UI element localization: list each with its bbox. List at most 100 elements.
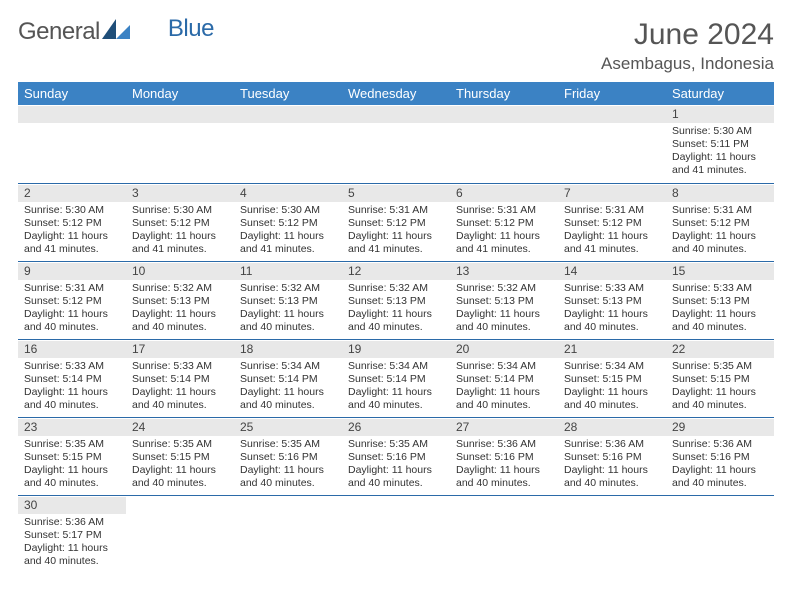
day-details: Sunrise: 5:35 AMSunset: 5:15 PMDaylight:… xyxy=(130,438,230,491)
day-details: Sunrise: 5:32 AMSunset: 5:13 PMDaylight:… xyxy=(238,282,338,335)
day-number: 24 xyxy=(126,419,234,436)
logo-icon xyxy=(102,18,130,46)
day-header: Monday xyxy=(126,82,234,105)
day-details: Sunrise: 5:32 AMSunset: 5:13 PMDaylight:… xyxy=(454,282,554,335)
calendar-cell: 10 Sunrise: 5:32 AMSunset: 5:13 PMDayligh… xyxy=(126,261,234,339)
day-details: Sunrise: 5:34 AMSunset: 5:14 PMDaylight:… xyxy=(454,360,554,413)
calendar-cell: 22Sunrise: 5:35 AMSunset: 5:15 PMDayligh… xyxy=(666,339,774,417)
calendar-cell: 18Sunrise: 5:34 AMSunset: 5:14 PMDayligh… xyxy=(234,339,342,417)
day-details: Sunrise: 5:31 AMSunset: 5:12 PMDaylight:… xyxy=(346,204,446,257)
calendar-cell: 7 Sunrise: 5:31 AMSunset: 5:12 PMDaylight… xyxy=(558,183,666,261)
calendar-cell: 29Sunrise: 5:36 AMSunset: 5:16 PMDayligh… xyxy=(666,417,774,495)
calendar-cell xyxy=(666,495,774,573)
day-number: 11 xyxy=(234,263,342,280)
day-details: Sunrise: 5:36 AMSunset: 5:17 PMDaylight:… xyxy=(22,516,122,569)
logo-text-blue: Blue xyxy=(168,15,214,43)
calendar-cell: 23 Sunrise: 5:35 AMSunset: 5:15 PMDayligh… xyxy=(18,417,126,495)
day-details: Sunrise: 5:31 AMSunset: 5:12 PMDaylight:… xyxy=(22,282,122,335)
calendar-cell: 24 Sunrise: 5:35 AMSunset: 5:15 PMDayligh… xyxy=(126,417,234,495)
calendar-week: 9Sunrise: 5:31 AMSunset: 5:12 PMDaylight… xyxy=(18,261,774,339)
calendar-cell xyxy=(342,495,450,573)
calendar-cell: 13 Sunrise: 5:32 AMSunset: 5:13 PMDayligh… xyxy=(450,261,558,339)
day-number: 5 xyxy=(342,185,450,202)
calendar-table: SundayMondayTuesdayWednesdayThursdayFrid… xyxy=(18,82,774,573)
day-number: 25 xyxy=(234,419,342,436)
calendar-cell: 26Sunrise: 5:35 AMSunset: 5:16 PMDayligh… xyxy=(342,417,450,495)
calendar-cell: 6 Sunrise: 5:31 AMSunset: 5:12 PMDaylight… xyxy=(450,183,558,261)
calendar-cell: 25 Sunrise: 5:35 AMSunset: 5:16 PMDayligh… xyxy=(234,417,342,495)
calendar-week: 16 Sunrise: 5:33 AMSunset: 5:14 PMDayligh… xyxy=(18,339,774,417)
calendar-cell: 14Sunrise: 5:33 AMSunset: 5:13 PMDayligh… xyxy=(558,261,666,339)
day-number: 15 xyxy=(666,263,774,280)
day-number xyxy=(18,106,126,123)
day-details: Sunrise: 5:36 AMSunset: 5:16 PMDaylight:… xyxy=(562,438,662,491)
day-details: Sunrise: 5:34 AMSunset: 5:15 PMDaylight:… xyxy=(562,360,662,413)
calendar-cell: 8Sunrise: 5:31 AMSunset: 5:12 PMDaylight… xyxy=(666,183,774,261)
title-block: June 2024 Asembagus, Indonesia xyxy=(601,18,774,74)
calendar-cell xyxy=(342,105,450,183)
day-header: Wednesday xyxy=(342,82,450,105)
day-header: Sunday xyxy=(18,82,126,105)
day-number: 6 xyxy=(450,185,558,202)
calendar-cell: 5 Sunrise: 5:31 AMSunset: 5:12 PMDaylight… xyxy=(342,183,450,261)
day-number: 16 xyxy=(18,341,126,358)
calendar-cell: 1Sunrise: 5:30 AMSunset: 5:11 PMDaylight… xyxy=(666,105,774,183)
day-header: Friday xyxy=(558,82,666,105)
calendar-cell: 30Sunrise: 5:36 AMSunset: 5:17 PMDayligh… xyxy=(18,495,126,573)
month-year-title: June 2024 xyxy=(601,18,774,52)
calendar-cell: 9Sunrise: 5:31 AMSunset: 5:12 PMDaylight… xyxy=(18,261,126,339)
day-number: 29 xyxy=(666,419,774,436)
calendar-cell: 27Sunrise: 5:36 AMSunset: 5:16 PMDayligh… xyxy=(450,417,558,495)
calendar-week: 23Sunrise: 5:35 AMSunset: 5:15 PMDayligh… xyxy=(18,417,774,495)
day-number xyxy=(558,106,666,123)
day-details: Sunrise: 5:31 AMSunset: 5:12 PMDaylight:… xyxy=(454,204,554,257)
day-details: Sunrise: 5:33 AMSunset: 5:14 PMDaylight:… xyxy=(22,360,122,413)
day-number: 1 xyxy=(666,106,774,123)
day-header-row: SundayMondayTuesdayWednesdayThursdayFrid… xyxy=(18,82,774,105)
day-header: Tuesday xyxy=(234,82,342,105)
day-number: 21 xyxy=(558,341,666,358)
day-details: Sunrise: 5:34 AMSunset: 5:14 PMDaylight:… xyxy=(346,360,446,413)
day-number xyxy=(342,106,450,123)
calendar-cell: 20 Sunrise: 5:34 AMSunset: 5:14 PMDayligh… xyxy=(450,339,558,417)
day-details: Sunrise: 5:35 AMSunset: 5:15 PMDaylight:… xyxy=(22,438,122,491)
calendar-week: 30Sunrise: 5:36 AMSunset: 5:17 PMDayligh… xyxy=(18,495,774,573)
location-label: Asembagus, Indonesia xyxy=(601,54,774,74)
day-number: 3 xyxy=(126,185,234,202)
day-details: Sunrise: 5:35 AMSunset: 5:16 PMDaylight:… xyxy=(346,438,446,491)
day-number: 13 xyxy=(450,263,558,280)
day-details: Sunrise: 5:32 AMSunset: 5:13 PMDaylight:… xyxy=(130,282,230,335)
calendar-cell: 15 Sunrise: 5:33 AMSunset: 5:13 PMDayligh… xyxy=(666,261,774,339)
day-details: Sunrise: 5:34 AMSunset: 5:14 PMDaylight:… xyxy=(238,360,338,413)
day-details: Sunrise: 5:36 AMSunset: 5:16 PMDaylight:… xyxy=(454,438,554,491)
day-details: Sunrise: 5:31 AMSunset: 5:12 PMDaylight:… xyxy=(562,204,662,257)
day-details: Sunrise: 5:30 AMSunset: 5:12 PMDaylight:… xyxy=(238,204,338,257)
calendar-cell xyxy=(558,105,666,183)
calendar-cell: 16 Sunrise: 5:33 AMSunset: 5:14 PMDayligh… xyxy=(18,339,126,417)
day-header: Thursday xyxy=(450,82,558,105)
day-number: 20 xyxy=(450,341,558,358)
calendar-cell: 28 Sunrise: 5:36 AMSunset: 5:16 PMDayligh… xyxy=(558,417,666,495)
day-header: Saturday xyxy=(666,82,774,105)
calendar-cell: 12Sunrise: 5:32 AMSunset: 5:13 PMDayligh… xyxy=(342,261,450,339)
day-number xyxy=(234,106,342,123)
calendar-cell xyxy=(126,105,234,183)
day-number: 7 xyxy=(558,185,666,202)
day-number: 23 xyxy=(18,419,126,436)
calendar-cell xyxy=(450,105,558,183)
day-details: Sunrise: 5:33 AMSunset: 5:13 PMDaylight:… xyxy=(670,282,770,335)
day-number: 17 xyxy=(126,341,234,358)
calendar-cell: 2Sunrise: 5:30 AMSunset: 5:12 PMDaylight… xyxy=(18,183,126,261)
day-number: 28 xyxy=(558,419,666,436)
day-number: 14 xyxy=(558,263,666,280)
day-number: 12 xyxy=(342,263,450,280)
day-number: 4 xyxy=(234,185,342,202)
calendar-cell xyxy=(234,105,342,183)
calendar-cell: 3Sunrise: 5:30 AMSunset: 5:12 PMDaylight… xyxy=(126,183,234,261)
day-number: 2 xyxy=(18,185,126,202)
day-details: Sunrise: 5:35 AMSunset: 5:16 PMDaylight:… xyxy=(238,438,338,491)
logo-text-general: General xyxy=(18,18,100,46)
day-number: 10 xyxy=(126,263,234,280)
day-number xyxy=(126,106,234,123)
calendar-cell xyxy=(18,105,126,183)
